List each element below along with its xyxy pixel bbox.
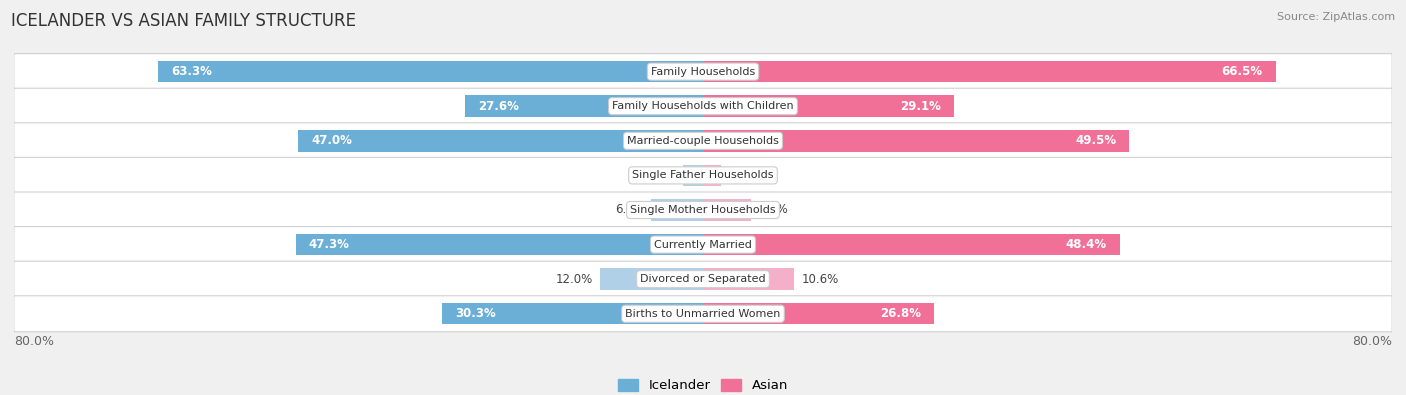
Bar: [599, 269, 703, 290]
Bar: [703, 303, 934, 324]
Bar: [703, 130, 1129, 152]
Text: Source: ZipAtlas.com: Source: ZipAtlas.com: [1277, 12, 1395, 22]
Text: 47.3%: 47.3%: [308, 238, 350, 251]
Text: Family Households with Children: Family Households with Children: [612, 101, 794, 111]
FancyBboxPatch shape: [14, 296, 1392, 332]
Bar: [651, 199, 703, 221]
Text: Divorced or Separated: Divorced or Separated: [640, 274, 766, 284]
Bar: [683, 165, 703, 186]
Bar: [157, 61, 703, 82]
FancyBboxPatch shape: [14, 261, 1392, 297]
Text: Married-couple Households: Married-couple Households: [627, 136, 779, 146]
Text: Births to Unmarried Women: Births to Unmarried Women: [626, 309, 780, 319]
Text: 47.0%: 47.0%: [311, 134, 352, 147]
Text: 30.3%: 30.3%: [456, 307, 496, 320]
FancyBboxPatch shape: [14, 157, 1392, 194]
FancyBboxPatch shape: [14, 192, 1392, 228]
Text: ICELANDER VS ASIAN FAMILY STRUCTURE: ICELANDER VS ASIAN FAMILY STRUCTURE: [11, 12, 356, 30]
Text: 2.3%: 2.3%: [647, 169, 676, 182]
Text: 63.3%: 63.3%: [170, 65, 212, 78]
Text: 66.5%: 66.5%: [1222, 65, 1263, 78]
FancyBboxPatch shape: [14, 227, 1392, 263]
Text: 6.0%: 6.0%: [614, 203, 644, 216]
Bar: [703, 269, 794, 290]
Bar: [703, 199, 751, 221]
Text: 12.0%: 12.0%: [555, 273, 593, 286]
Text: 2.1%: 2.1%: [728, 169, 758, 182]
Text: 26.8%: 26.8%: [880, 307, 921, 320]
Bar: [441, 303, 703, 324]
FancyBboxPatch shape: [14, 54, 1392, 90]
Bar: [703, 165, 721, 186]
Bar: [465, 96, 703, 117]
Text: 80.0%: 80.0%: [14, 335, 53, 348]
Bar: [298, 130, 703, 152]
Text: Currently Married: Currently Married: [654, 240, 752, 250]
Text: Single Father Households: Single Father Households: [633, 170, 773, 181]
Text: 48.4%: 48.4%: [1066, 238, 1107, 251]
Legend: Icelander, Asian: Icelander, Asian: [613, 373, 793, 395]
Bar: [703, 61, 1275, 82]
FancyBboxPatch shape: [14, 88, 1392, 124]
Text: Single Mother Households: Single Mother Households: [630, 205, 776, 215]
Bar: [295, 234, 703, 255]
Text: 49.5%: 49.5%: [1076, 134, 1116, 147]
Bar: [703, 234, 1119, 255]
Text: 5.6%: 5.6%: [758, 203, 787, 216]
Text: 29.1%: 29.1%: [900, 100, 941, 113]
Text: 27.6%: 27.6%: [478, 100, 519, 113]
Text: 10.6%: 10.6%: [801, 273, 838, 286]
Bar: [703, 96, 953, 117]
FancyBboxPatch shape: [14, 123, 1392, 159]
Text: Family Households: Family Households: [651, 67, 755, 77]
Text: 80.0%: 80.0%: [1353, 335, 1392, 348]
